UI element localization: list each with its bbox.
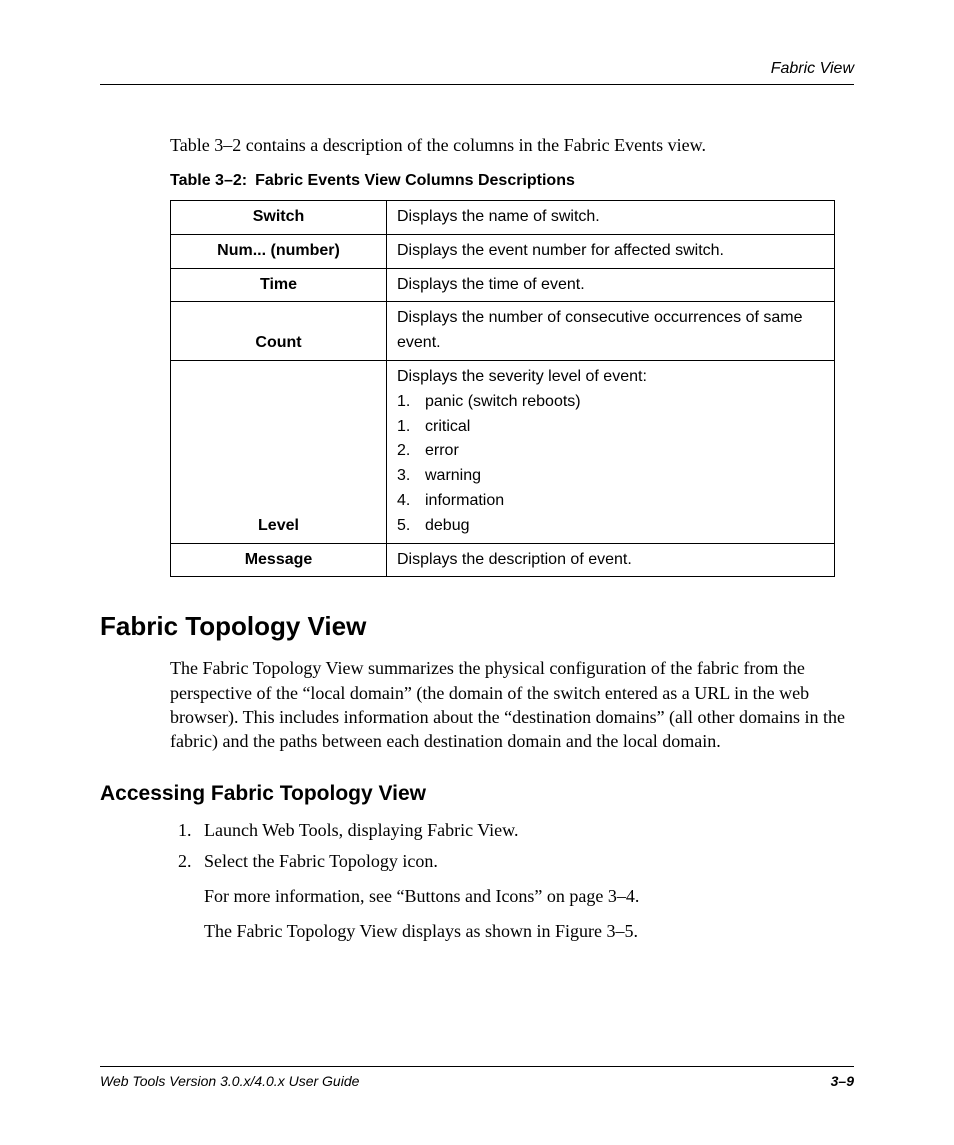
section-paragraph: The Fabric Topology View summarizes the … (170, 656, 854, 753)
severity-level-item: 1.panic (switch reboots) (397, 390, 824, 415)
level-number: 3. (397, 464, 421, 489)
level-number: 5. (397, 514, 421, 539)
level-number: 1. (397, 415, 421, 440)
severity-level-item: 2.error (397, 439, 824, 464)
step-note: For more information, see “Buttons and I… (204, 886, 854, 907)
footer-rule (100, 1066, 854, 1067)
column-name-cell: Time (171, 268, 387, 302)
header-rule (100, 84, 854, 85)
level-intro: Displays the severity level of event: (397, 365, 824, 390)
severity-level-item: 4.information (397, 489, 824, 514)
column-desc-cell: Displays the time of event. (387, 268, 835, 302)
column-desc-cell: Displays the severity level of event:1.p… (387, 360, 835, 543)
table-caption: Table 3–2: Fabric Events View Columns Des… (170, 172, 854, 190)
column-descriptions-table: SwitchDisplays the name of switch.Num...… (170, 200, 835, 577)
level-text: panic (switch reboots) (421, 390, 581, 415)
footer-page-number: 3–9 (831, 1073, 854, 1089)
step-item: Select the Fabric Topology icon. For more… (196, 851, 854, 942)
table-row: MessageDisplays the description of event… (171, 543, 835, 577)
level-text: error (421, 439, 459, 464)
step-text: Launch Web Tools, displaying Fabric View… (204, 820, 519, 840)
footer-title: Web Tools Version 3.0.x/4.0.x User Guide (100, 1073, 359, 1089)
severity-level-item: 3.warning (397, 464, 824, 489)
intro-paragraph: Table 3–2 contains a description of the … (170, 135, 854, 156)
level-number: 1. (397, 390, 421, 415)
step-text: Select the Fabric Topology icon. (204, 851, 438, 871)
column-name-cell: Switch (171, 201, 387, 235)
table-row: TimeDisplays the time of event. (171, 268, 835, 302)
column-name-cell: Num... (number) (171, 234, 387, 268)
level-text: warning (421, 464, 481, 489)
level-text: debug (421, 514, 470, 539)
step-note: The Fabric Topology View displays as sho… (204, 921, 854, 942)
table-row: CountDisplays the number of consecutive … (171, 302, 835, 361)
table-row: LevelDisplays the severity level of even… (171, 360, 835, 543)
level-text: information (421, 489, 504, 514)
severity-level-list: 1.panic (switch reboots)1.critical2.erro… (397, 390, 824, 539)
severity-level-item: 5.debug (397, 514, 824, 539)
column-name-cell: Level (171, 360, 387, 543)
table-caption-title: Fabric Events View Columns Descriptions (255, 172, 575, 189)
column-desc-cell: Displays the number of consecutive occur… (387, 302, 835, 361)
subsection-heading: Accessing Fabric Topology View (100, 782, 854, 806)
column-name-cell: Count (171, 302, 387, 361)
steps-list: Launch Web Tools, displaying Fabric View… (170, 820, 854, 942)
page-footer: Web Tools Version 3.0.x/4.0.x User Guide… (100, 1066, 854, 1089)
column-desc-cell: Displays the name of switch. (387, 201, 835, 235)
level-number: 2. (397, 439, 421, 464)
table-row: Num... (number)Displays the event number… (171, 234, 835, 268)
table-caption-prefix: Table 3–2: (170, 172, 247, 189)
column-desc-cell: Displays the description of event. (387, 543, 835, 577)
level-text: critical (421, 415, 470, 440)
running-header: Fabric View (100, 60, 854, 78)
column-name-cell: Message (171, 543, 387, 577)
severity-level-item: 1.critical (397, 415, 824, 440)
section-heading: Fabric Topology View (100, 611, 854, 642)
level-number: 4. (397, 489, 421, 514)
column-desc-cell: Displays the event number for affected s… (387, 234, 835, 268)
step-item: Launch Web Tools, displaying Fabric View… (196, 820, 854, 841)
table-row: SwitchDisplays the name of switch. (171, 201, 835, 235)
